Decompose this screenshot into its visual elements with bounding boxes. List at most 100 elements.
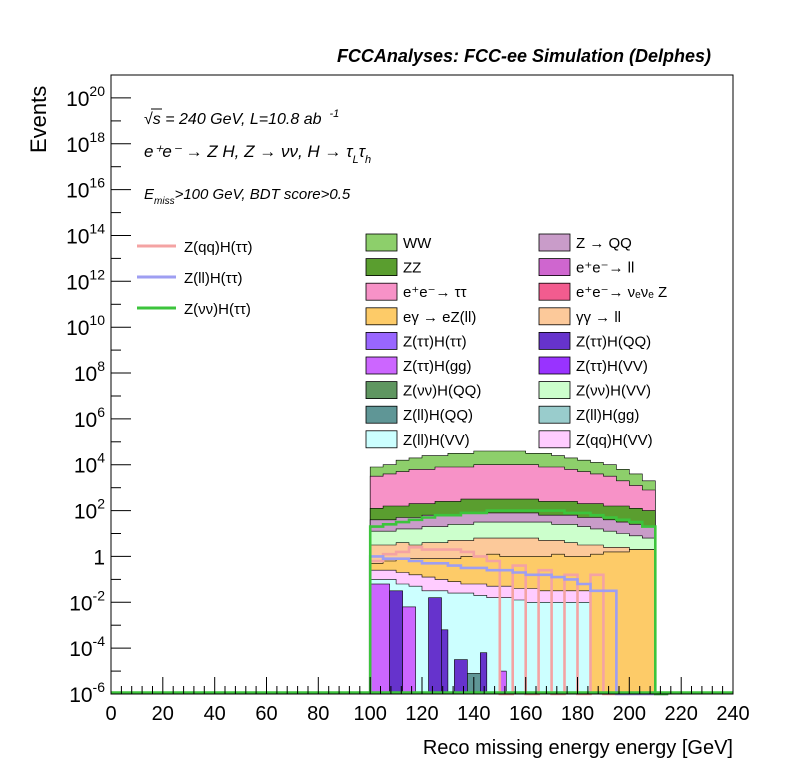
annotation-block: √s = 240 GeV, L=10.8 ab -1 e⁺e⁻ → Z H, Z … <box>144 108 371 207</box>
legend-label-z-qq: Z → QQ <box>576 235 632 252</box>
annotation-process-sub-h: h <box>365 154 371 166</box>
y-tick-label: 1012 <box>66 266 105 294</box>
annotation-selection-e: E <box>144 186 155 203</box>
y-tick-base: 10 <box>74 409 97 432</box>
legend-label-z-h-vv: Z(ττ)H(VV) <box>576 358 648 375</box>
hist-spike-z-h-qq <box>389 590 403 695</box>
y-tick-label: 10-6 <box>69 679 105 707</box>
y-tick-base: 10 <box>74 455 97 478</box>
legend-swatch-z-ll-h-vv <box>365 430 398 449</box>
legend-label-z-ll-h: Z(ll)H(ττ) <box>184 270 243 287</box>
legend-label-z-h: Z(νν)H(ττ) <box>184 301 251 318</box>
annotation-energy: √s = 240 GeV, L=10.8 ab -1 <box>144 108 339 128</box>
annotation-selection-sub: miss <box>154 196 175 207</box>
legend-swatch-zz <box>365 258 398 277</box>
y-tick-label: 1014 <box>66 221 105 249</box>
x-tick-label: 180 <box>561 703 594 725</box>
y-tick-exponent: -2 <box>93 587 106 603</box>
y-tick-label: 102 <box>74 496 105 524</box>
legend-label-ww: WW <box>403 235 432 252</box>
legend-label-ll: γγ → ll <box>576 309 621 326</box>
y-tick-label: 10-2 <box>69 587 105 615</box>
y-tick-base: 10 <box>66 88 89 111</box>
y-tick-base: 1 <box>93 546 105 569</box>
legend-label-z-h-qq: Z(νν)H(QQ) <box>403 383 481 400</box>
legend-label-e-e-ll: e⁺e⁻→ ll <box>576 260 634 277</box>
legend-swatch-e-e-ll <box>538 258 571 277</box>
y-tick-label: 1016 <box>66 175 105 203</box>
legend-swatch-z-h-qq <box>365 381 398 400</box>
x-tick-label: 100 <box>354 703 387 725</box>
y-tick-exponent: 4 <box>97 450 105 466</box>
y-tick-label: 1 <box>93 546 105 569</box>
y-tick-exponent: -6 <box>93 679 106 695</box>
y-tick-exponent: 10 <box>89 312 105 328</box>
hist-spike-z-h-gg <box>402 606 416 695</box>
y-tick-base: 10 <box>69 684 92 707</box>
legend-label-z-h: Z(ττ)H(ττ) <box>403 333 467 350</box>
legend-label-z-h-vv: Z(νν)H(VV) <box>576 383 651 400</box>
hist-spike-z-h-qq <box>428 597 442 695</box>
annotation-energy-sup: -1 <box>330 108 340 120</box>
y-tick-base: 10 <box>66 271 89 294</box>
signal-line-z-qq-h <box>368 546 669 696</box>
y-tick-label: 1010 <box>66 312 105 340</box>
legend-label-z-h-gg: Z(ττ)H(gg) <box>403 358 472 375</box>
x-tick-label: 20 <box>152 703 174 725</box>
y-tick-exponent: 16 <box>89 175 105 191</box>
y-tick-exponent: 6 <box>97 404 105 420</box>
y-tick-label: 10-4 <box>69 633 105 661</box>
x-tick-label: 0 <box>105 703 116 725</box>
y-tick-base: 10 <box>66 226 89 249</box>
legend-swatch-e-e-z <box>538 282 571 301</box>
legend-swatch-e-e <box>365 282 398 301</box>
legend-label-z-ll-h-gg: Z(ll)H(gg) <box>576 407 639 424</box>
legend-swatch-ww <box>365 233 398 252</box>
hist-spike-z-h-qq <box>479 652 488 695</box>
x-tick-label: 220 <box>665 703 698 725</box>
legend-swatch-z-ll-h-qq <box>365 405 398 424</box>
x-tick-label: 160 <box>509 703 542 725</box>
y-tick-base: 10 <box>66 317 89 340</box>
y-tick-exponent: 2 <box>97 496 105 512</box>
legend-swatch-e-ez-ll <box>365 307 398 326</box>
y-tick-label: 1018 <box>66 129 105 157</box>
legend-swatch-z-h-vv <box>538 381 571 400</box>
signal-line-z-ll-h <box>368 555 669 696</box>
annotation-process-tau: τ <box>359 142 367 161</box>
legend-label-z-ll-h-qq: Z(ll)H(QQ) <box>403 407 473 424</box>
x-tick-label: 140 <box>457 703 490 725</box>
plot-area <box>111 450 733 696</box>
legend-label-z-qq-h-vv: Z(qq)H(VV) <box>576 432 653 449</box>
legend-label-zz: ZZ <box>403 260 421 277</box>
x-tick-label: 80 <box>307 703 329 725</box>
annotation-selection: Emiss>100 GeV, BDT score>0.5 <box>144 186 351 207</box>
annotation-energy-text: √s = 240 GeV, L=10.8 ab <box>144 111 322 128</box>
y-tick-label: 108 <box>74 358 105 386</box>
legend-label-e-e-z: e⁺e⁻→ νₑνₑ Z <box>576 284 667 301</box>
annotation-process: e⁺e⁻ → Z H, Z → νν, H → τLτh <box>144 142 371 166</box>
legend-label-e-ez-ll: eγ → eZ(ll) <box>403 309 476 326</box>
legend-swatch-ll <box>538 307 571 326</box>
y-tick-label: 106 <box>74 404 105 432</box>
legend-swatch-z-h-qq <box>538 331 571 350</box>
legend-swatch-z-qq-h-vv <box>538 430 571 449</box>
annotation-process-sub-l: L <box>353 154 359 166</box>
legend-swatch-z-h <box>365 331 398 350</box>
y-tick-exponent: 8 <box>97 358 105 374</box>
y-tick-exponent: -4 <box>93 633 106 649</box>
y-tick-base: 10 <box>66 134 89 157</box>
x-tick-label: 120 <box>405 703 438 725</box>
x-tick-label: 60 <box>255 703 277 725</box>
y-tick-exponent: 12 <box>89 266 105 282</box>
legend-label-z-ll-h-vv: Z(ll)H(VV) <box>403 432 470 449</box>
y-tick-base: 10 <box>74 363 97 386</box>
y-tick-base: 10 <box>69 592 92 615</box>
y-tick-exponent: 20 <box>89 83 105 99</box>
annotation-process-text: e⁺e⁻ → Z H, Z → νν, H → τ <box>144 142 354 161</box>
legend-background: WW Z → QQ ZZ e⁺e⁻→ ll e⁺e⁻→ ττ e⁺e⁻→ νₑνₑ Z eγ… <box>365 233 667 449</box>
hist-spike-z-h-qq <box>441 629 449 695</box>
y-axis-label: Events <box>26 86 51 153</box>
hist-spike-z-h-qq <box>454 659 468 695</box>
x-axis-label: Reco missing energy energy [GeV] <box>423 737 733 759</box>
